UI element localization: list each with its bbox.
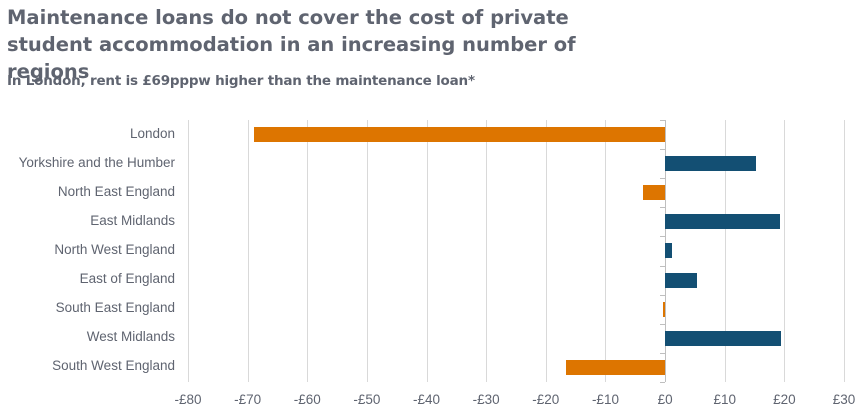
gridline bbox=[784, 120, 785, 382]
x-tick-label: -£10 bbox=[591, 392, 619, 407]
category-label: London bbox=[129, 125, 175, 141]
bar-yorkshire-and-the-humber bbox=[665, 156, 757, 172]
bar-south-west-england bbox=[566, 359, 666, 375]
category-label: South East England bbox=[55, 300, 175, 316]
category-tick bbox=[660, 236, 665, 237]
category-tick bbox=[660, 149, 665, 150]
x-tick-label: -£80 bbox=[174, 392, 202, 407]
category-label: East of England bbox=[79, 271, 175, 287]
category-tick bbox=[660, 353, 665, 354]
x-tick-label: -£20 bbox=[532, 392, 560, 407]
x-tick-label: £0 bbox=[657, 392, 673, 407]
category-tick bbox=[660, 382, 665, 383]
category-label: Yorkshire and the Humber bbox=[18, 154, 175, 170]
x-tick-label: £10 bbox=[713, 392, 736, 407]
chart-title: Maintenance loans do not cover the cost … bbox=[7, 6, 576, 83]
bar-north-west-england bbox=[665, 243, 673, 259]
category-label: East Midlands bbox=[90, 212, 175, 228]
x-tick-label: -£40 bbox=[413, 392, 441, 407]
gridline bbox=[367, 120, 368, 382]
category-tick bbox=[660, 324, 665, 325]
x-tick-label: -£30 bbox=[472, 392, 500, 407]
bar-north-east-england bbox=[643, 185, 666, 201]
gridline bbox=[188, 120, 189, 382]
x-tick-label: £20 bbox=[773, 392, 796, 407]
gridline bbox=[486, 120, 487, 382]
gridline bbox=[248, 120, 249, 382]
bar-west-midlands bbox=[665, 330, 781, 346]
category-label: North East England bbox=[57, 183, 175, 199]
gridline bbox=[605, 120, 606, 382]
x-tick-label: £30 bbox=[832, 392, 856, 407]
bar-east-midlands bbox=[665, 214, 781, 230]
x-tick-label: -£60 bbox=[293, 392, 321, 407]
category-tick bbox=[660, 178, 665, 179]
category-tick bbox=[660, 266, 665, 267]
gridline bbox=[546, 120, 547, 382]
bar-london bbox=[253, 127, 666, 143]
gridline bbox=[725, 120, 726, 382]
gridline bbox=[427, 120, 428, 382]
category-label: West Midlands bbox=[86, 329, 175, 345]
gridline bbox=[844, 120, 845, 382]
bar-east-of-england bbox=[665, 272, 697, 288]
chart-subtitle: In London, rent is £69pppw higher than t… bbox=[7, 73, 475, 89]
category-tick bbox=[660, 295, 665, 296]
x-tick-label: -£50 bbox=[353, 392, 381, 407]
bar-south-east-england bbox=[662, 301, 666, 317]
category-label: North West England bbox=[54, 241, 175, 257]
category-label: South West England bbox=[52, 358, 175, 374]
x-tick-label: -£70 bbox=[234, 392, 262, 407]
category-tick bbox=[660, 120, 665, 121]
gridline bbox=[307, 120, 308, 382]
category-tick bbox=[660, 207, 665, 208]
